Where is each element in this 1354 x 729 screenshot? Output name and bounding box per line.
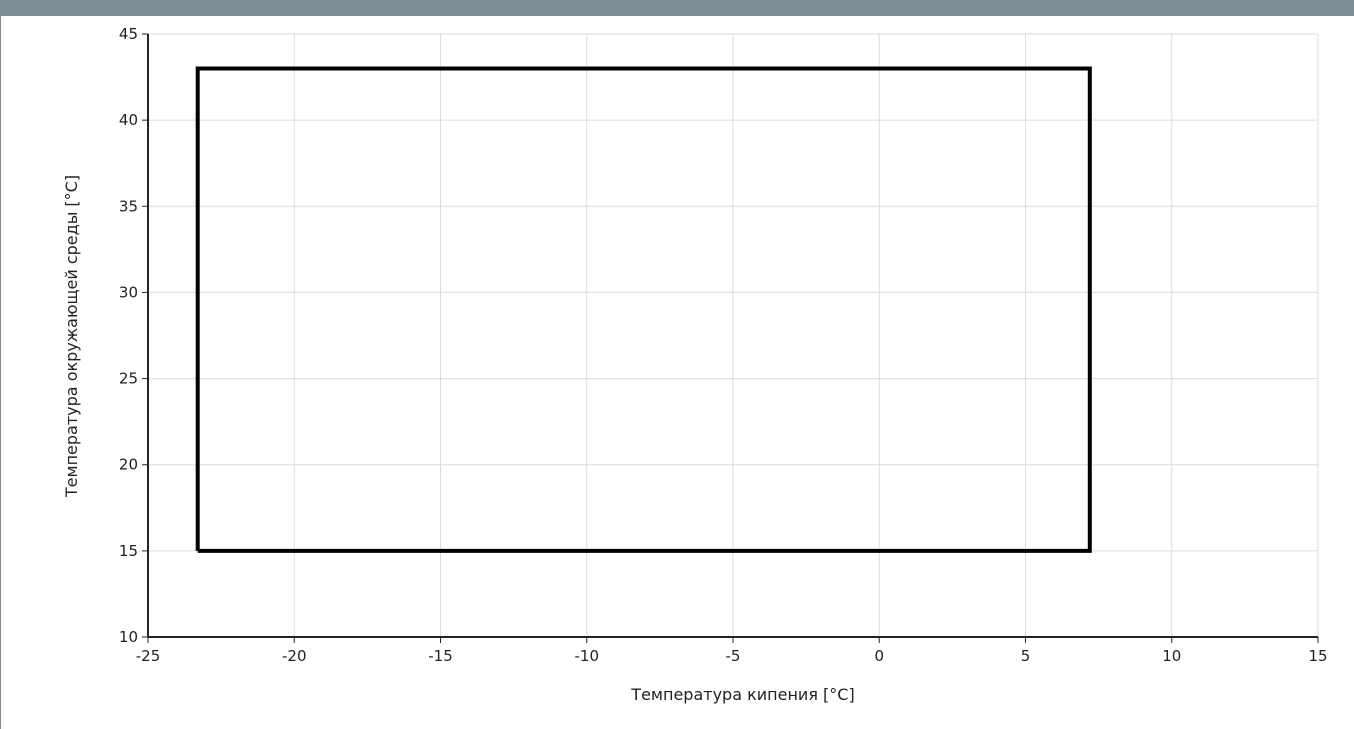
x-tick-label: 5 [1021, 647, 1031, 665]
y-tick-label: 30 [119, 283, 138, 301]
x-tick-label: 15 [1308, 647, 1327, 665]
x-tick-label: -5 [726, 647, 741, 665]
y-tick-label: 20 [119, 456, 138, 474]
axes-layer [142, 33, 1319, 643]
x-tick-label: 10 [1162, 647, 1181, 665]
x-tick-label: 0 [874, 647, 884, 665]
x-tick-label: -25 [136, 647, 161, 665]
x-tick-label: -10 [575, 647, 600, 665]
grid-lines [148, 33, 1319, 637]
x-tick-label: -15 [428, 647, 453, 665]
panel-header [0, 0, 1354, 16]
x-tick-label: -20 [282, 647, 307, 665]
envelope-line [195, 66, 1092, 553]
y-tick-label: 35 [119, 197, 138, 215]
y-tick-label: 10 [119, 628, 138, 646]
y-tick-label: 40 [119, 111, 138, 129]
panel-left-border [0, 16, 1, 729]
y-tick-labels: 10 15 20 25 30 35 40 45 [119, 25, 138, 646]
y-tick-label: 45 [119, 25, 138, 43]
y-axis-title: Температура окружающей среды [°C] [62, 175, 81, 498]
y-tick-label: 25 [119, 370, 138, 388]
series-layer [195, 66, 1092, 553]
x-tick-labels: -25 -20 -15 -10 -5 0 5 10 15 [136, 647, 1328, 665]
y-tick-label: 15 [119, 542, 138, 560]
x-axis-title: Температура кипения [°C] [630, 685, 854, 704]
